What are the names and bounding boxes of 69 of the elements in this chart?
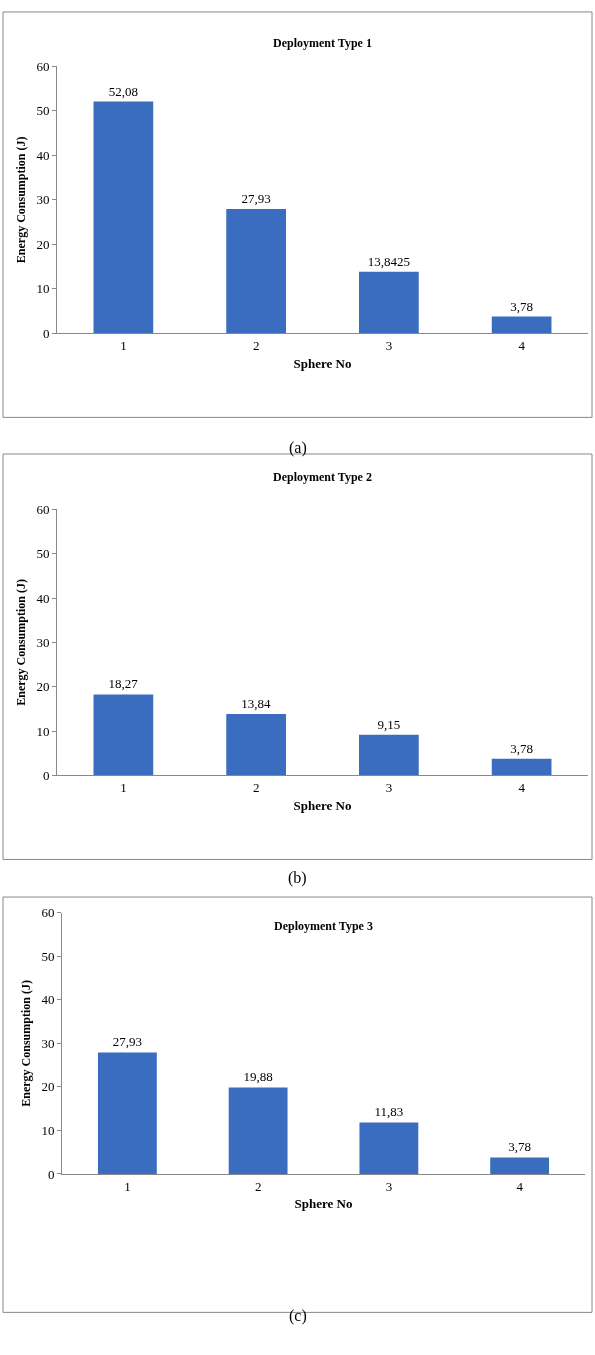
y-tick-label: 10 — [36, 281, 50, 297]
chart-title: Deployment Type 2 — [273, 470, 372, 484]
data-label: 19,88 — [243, 1069, 273, 1085]
y-tick-label: 60 — [36, 501, 50, 517]
bar — [491, 316, 552, 334]
bar — [490, 1157, 550, 1174]
bar — [97, 1052, 157, 1174]
text: (b) — [288, 869, 307, 887]
y-tick-label: 50 — [41, 948, 55, 964]
bar — [491, 758, 552, 776]
y-axis-title: Energy Consumption (J) — [13, 136, 28, 264]
y-tick-label: 0 — [42, 325, 50, 341]
chart-title: Deployment Type 1 — [273, 36, 372, 50]
bar — [359, 271, 419, 334]
x-tick-label: 3 — [385, 337, 393, 353]
text: (a) — [289, 439, 307, 457]
y-tick-label: 40 — [41, 992, 55, 1008]
y-tick-label: 20 — [41, 1079, 55, 1095]
y-tick-label: 30 — [41, 1035, 55, 1051]
data-label: 11,83 — [374, 1104, 404, 1120]
x-tick-label: 3 — [385, 780, 393, 795]
data-label: 27,93 — [241, 191, 271, 207]
text: Deployment Type 3 — [274, 919, 373, 933]
x-tick-label: 2 — [254, 1178, 262, 1194]
data-label: 13,8425 — [367, 253, 410, 269]
y-tick-label: 50 — [36, 103, 50, 119]
y-tick-label: 30 — [36, 634, 50, 650]
bar — [226, 209, 286, 334]
bar — [228, 1087, 288, 1174]
x-tick-label: 1 — [120, 337, 127, 353]
y-tick-label: 60 — [36, 58, 50, 74]
data-label: 3,78 — [510, 740, 533, 756]
bar — [93, 101, 154, 334]
x-axis-title: Sphere No — [294, 1196, 353, 1212]
x-axis-title: Sphere No — [293, 355, 352, 371]
y-tick-label: 30 — [36, 192, 50, 208]
x-tick-label: 1 — [124, 1178, 131, 1194]
data-label: 3,78 — [510, 298, 533, 314]
y-axis-title: Energy Consumption (J) — [13, 579, 28, 706]
y-axis-title: Energy Consumption (J) — [18, 980, 33, 1107]
y-tick-label: 10 — [41, 1122, 55, 1138]
x-tick-label: 4 — [518, 780, 526, 795]
y-tick-label: 10 — [36, 723, 50, 739]
bar — [226, 714, 286, 776]
x-tick-label: 4 — [518, 337, 526, 353]
bar — [93, 694, 154, 776]
y-tick-label: 40 — [36, 147, 50, 163]
data-label: 27,93 — [112, 1034, 142, 1050]
y-tick-label: 40 — [36, 590, 50, 606]
x-tick-label: 1 — [120, 780, 127, 795]
y-tick-label: 50 — [36, 546, 50, 562]
data-label: 52,08 — [108, 83, 138, 99]
data-label: 13,84 — [241, 696, 271, 712]
data-label: 3,78 — [508, 1139, 531, 1155]
bar — [359, 734, 419, 776]
y-tick-label: 20 — [36, 679, 50, 695]
data-label: 18,27 — [108, 676, 139, 692]
x-tick-label: 4 — [516, 1178, 524, 1194]
x-tick-label: 2 — [252, 780, 260, 795]
data-label: 9,15 — [377, 716, 401, 732]
x-tick-label: 2 — [252, 337, 260, 353]
bar — [359, 1122, 419, 1174]
x-tick-label: 3 — [385, 1178, 393, 1194]
x-axis-title: Sphere No — [293, 797, 352, 813]
text: (c) — [289, 1307, 307, 1325]
y-tick-label: 0 — [47, 1166, 55, 1182]
y-tick-label: 0 — [42, 767, 50, 783]
y-tick-label: 60 — [41, 905, 55, 921]
y-tick-label: 20 — [36, 236, 50, 252]
